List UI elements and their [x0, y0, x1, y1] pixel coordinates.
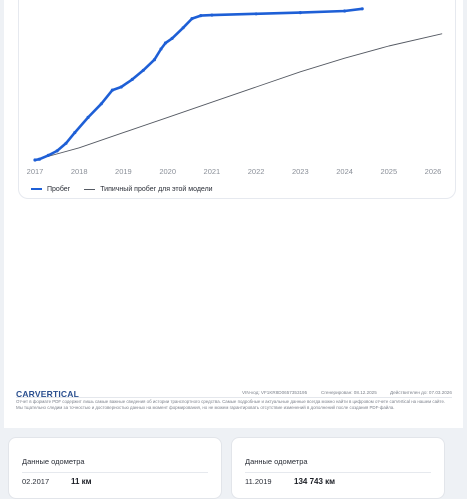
mileage-data-point — [64, 141, 68, 145]
mileage-data-point — [190, 17, 194, 21]
legend-label-mileage: Пробег — [47, 185, 71, 193]
typical-mileage-series-line — [34, 33, 443, 161]
odometer-value: 134 743 км — [294, 477, 336, 486]
odometer-card-title: Данные одометра — [245, 457, 308, 466]
x-tick-label: 2020 — [159, 167, 176, 176]
mileage-data-point — [163, 41, 168, 45]
report-footer: CARVERTICAL VIN-код: VF1KR8D0657353195 С… — [4, 386, 463, 426]
mileage-data-point — [141, 68, 145, 72]
mileage-data-point — [181, 26, 185, 30]
chart-legend: Пробег Типичный пробег для этой модели — [31, 183, 213, 195]
legend-swatch-mileage — [31, 188, 42, 190]
mileage-data-point — [55, 149, 59, 153]
legend-label-typical: Типичный пробег для этой модели — [100, 185, 213, 193]
x-tick-label: 2025 — [380, 167, 397, 176]
odometer-value: 11 км — [71, 477, 92, 486]
mileage-chart-card: 2017 2018 2019 2020 2021 2022 2023 2024 2025 2026… — [18, 0, 456, 199]
mileage-data-point — [343, 9, 347, 13]
mileage-data-point — [46, 153, 50, 157]
mileage-data-point — [99, 102, 103, 106]
x-tick-label: 2023 — [292, 167, 309, 176]
odometer-card-divider — [245, 472, 431, 473]
x-tick-label: 2017 — [27, 167, 44, 176]
mileage-data-point — [298, 11, 302, 15]
footer-disclaimer: Отчет в формате PDF содержит лишь самые … — [16, 399, 446, 410]
odometer-card: Данные одометра 11.2019 134 743 км — [231, 437, 445, 499]
mileage-data-point — [86, 115, 90, 119]
odometer-date: 02.2017 — [22, 477, 50, 486]
x-tick-label: 2022 — [248, 167, 265, 176]
vin-code: VIN-код: VF1KR8D0657353195 — [242, 390, 308, 395]
odometer-card: Данные одометра 02.2017 11 км — [8, 437, 222, 499]
mileage-data-point — [152, 58, 156, 62]
mileage-series-line — [33, 7, 364, 162]
mileage-data-point — [170, 36, 174, 41]
mileage-data-point — [159, 47, 163, 51]
carvertical-logo: CARVERTICAL — [16, 389, 79, 399]
x-tick-label: 2018 — [71, 167, 88, 176]
report-page: 2017 2018 2019 2020 2021 2022 2023 2024 2025 2026… — [4, 0, 463, 428]
x-tick-label: 2021 — [204, 167, 221, 176]
x-tick-label: 2026 — [425, 167, 442, 176]
odometer-date: 11.2019 — [245, 477, 272, 486]
odometer-card-divider — [22, 472, 208, 473]
mileage-data-point — [210, 13, 214, 17]
mileage-data-point — [360, 7, 364, 11]
mileage-data-point — [119, 85, 123, 89]
mileage-data-point — [199, 14, 203, 18]
x-tick-label: 2019 — [115, 167, 132, 176]
mileage-chart: 2017 2018 2019 2020 2021 2022 2023 2024 2025 2026 — [27, 7, 443, 176]
odometer-card-title: Данные одометра — [22, 457, 85, 466]
odometer-cards-area: Данные одометра 02.2017 11 км Данные одо… — [0, 432, 467, 499]
mileage-data-point — [37, 157, 41, 161]
mileage-data-point — [110, 88, 114, 92]
mileage-data-point — [73, 131, 77, 135]
x-tick-label: 2024 — [336, 167, 353, 176]
generated-date: Сгенерирован: 08.12.2025 — [321, 390, 377, 395]
mileage-data-point — [130, 77, 134, 81]
legend-swatch-typical — [84, 188, 96, 190]
mileage-data-point — [254, 12, 258, 16]
footer-divider — [16, 397, 452, 398]
mileage-data-point — [33, 158, 37, 162]
valid-until-date: Действителен до: 07.03.2026 — [390, 390, 452, 395]
